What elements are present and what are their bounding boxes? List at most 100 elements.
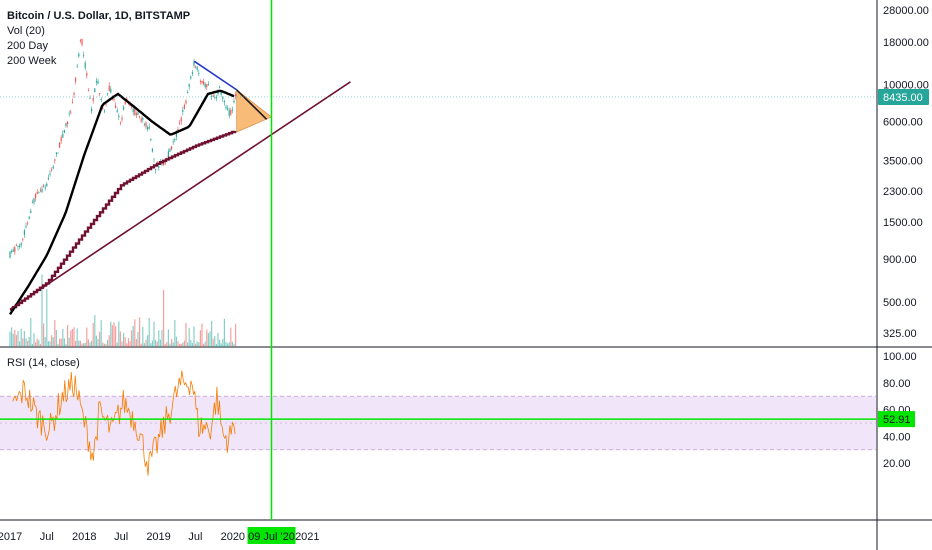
rsi-title[interactable]: RSI (14, close) [7, 357, 80, 369]
candle-body [196, 66, 198, 70]
candle-body [143, 124, 145, 126]
candle-body [231, 109, 233, 111]
volume-bar [49, 341, 51, 347]
volume-bar [177, 341, 179, 347]
volume-bar [19, 341, 21, 347]
candle-body [140, 118, 142, 121]
volume-bar [70, 330, 72, 347]
volume-bar [87, 339, 89, 347]
candle-body [44, 187, 46, 189]
price-tick-label: 1500.00 [883, 217, 923, 229]
volume-bar [212, 338, 214, 347]
candle-body [119, 122, 121, 124]
candle-body [126, 98, 128, 101]
volume-bar [167, 329, 169, 347]
volume-bar [62, 328, 64, 347]
candle-body [171, 146, 173, 150]
candle-body [60, 137, 62, 142]
volume-bar [116, 342, 118, 347]
candle-body [220, 92, 222, 95]
candle-body [54, 159, 56, 161]
candle-body [41, 188, 43, 193]
candle-body [99, 93, 101, 95]
candle-body [39, 189, 41, 191]
volume-bar [78, 340, 80, 347]
candle-body [22, 239, 24, 241]
legend-vol[interactable]: Vol (20) [7, 25, 45, 37]
volume-bar [215, 343, 217, 347]
volume-bar [147, 335, 149, 347]
volume-bar [99, 331, 101, 347]
candle-body [51, 169, 53, 171]
volume-bar [135, 339, 137, 347]
candle-body [70, 111, 72, 113]
candle-body [185, 100, 187, 104]
volume-bar [95, 335, 97, 347]
candle-body [212, 95, 214, 97]
candle-body [81, 39, 83, 46]
last-price-tag-text: 8435.00 [883, 92, 923, 104]
candle-body [175, 132, 177, 137]
volume-bar [179, 343, 181, 347]
volume-bar [124, 337, 126, 347]
volume-bar [185, 322, 187, 347]
volume-bar [94, 315, 96, 347]
candle-body [71, 101, 73, 103]
price-axis[interactable]: 325.00 500.00 900.00 1500.00 2300.00 3500.00 6… [883, 5, 929, 340]
volume-bar [171, 338, 173, 347]
legend-200-week[interactable]: 200 Week [7, 55, 57, 67]
rsi-tick-label: 40.00 [883, 431, 911, 443]
volume-bar [220, 343, 222, 347]
symbol-title[interactable]: Bitcoin / U.S. Dollar, 1D, BITSTAMP [7, 10, 191, 22]
candle-body [204, 83, 206, 88]
volume-bar [97, 339, 99, 347]
candle-body [132, 108, 134, 113]
trendline-upper[interactable] [193, 60, 238, 91]
volume-bar [65, 343, 67, 347]
candle-body [23, 230, 25, 235]
volume-bar [105, 343, 107, 347]
candle-body [68, 113, 70, 115]
volume-bar [83, 343, 85, 347]
volume-bar [76, 328, 78, 347]
volume-bar [225, 341, 227, 347]
volume-bar [131, 330, 133, 347]
volume-bar [60, 338, 62, 347]
volume-bar [121, 341, 123, 347]
candle-body [228, 110, 230, 116]
candle-body [86, 73, 88, 76]
volume-bar [137, 331, 139, 347]
candle-body [92, 98, 94, 101]
candle-body [201, 81, 203, 84]
volume-bar [230, 327, 232, 347]
wedge-fill [236, 89, 273, 133]
candle-body [43, 185, 45, 187]
trendline-upper-extension[interactable] [236, 89, 268, 120]
legend-200-day[interactable]: 200 Day [7, 40, 48, 52]
volume-bar [206, 329, 208, 347]
time-axis[interactable]: 2017 Jul 2018 Jul 2019 Jul 2020 2021 [0, 531, 320, 543]
candle-body [227, 108, 229, 110]
volume-bar [153, 321, 155, 347]
candle-body [123, 107, 125, 110]
candle-body [63, 130, 65, 133]
volume-bar [38, 340, 40, 347]
volume-bar [166, 342, 168, 347]
candle-body [193, 61, 195, 66]
rsi-legend: RSI (14, close) [7, 356, 80, 371]
candle-body [158, 166, 160, 168]
volume-bar [132, 326, 134, 347]
candle-body [219, 86, 221, 88]
candle-body [84, 62, 86, 68]
volume-bar [71, 329, 73, 347]
volume-bar [27, 340, 29, 347]
volume-bar [28, 336, 30, 347]
candle-body [139, 115, 141, 117]
volume-bar [222, 338, 224, 347]
volume-bar [188, 328, 190, 347]
candle-body [225, 106, 227, 108]
volume-bar [148, 317, 150, 347]
trendline-lower[interactable] [9, 81, 351, 311]
